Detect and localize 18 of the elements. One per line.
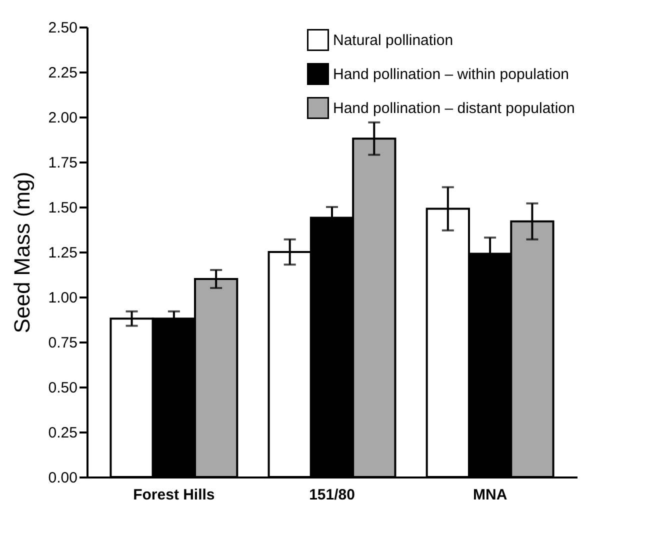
y-tick-label: 0.25 bbox=[48, 424, 78, 442]
legend-label: Hand pollination – within population bbox=[333, 66, 570, 83]
y-tick-label: 1.25 bbox=[48, 244, 78, 262]
y-tick-label: 1.00 bbox=[48, 290, 78, 306]
x-tick-label: 151/80 bbox=[309, 486, 355, 504]
x-tick-label: Forest Hills bbox=[133, 486, 215, 504]
y-tick-label: 1.75 bbox=[48, 154, 78, 172]
legend-label: Hand pollination – distant population bbox=[333, 100, 575, 117]
y-tick-label: 1.50 bbox=[48, 200, 78, 216]
y-tick-label: 2.50 bbox=[48, 20, 78, 36]
y-tick-label: 2.25 bbox=[48, 64, 78, 82]
x-tick-label: MNA bbox=[472, 486, 508, 504]
y-tick-label: 0.00 bbox=[48, 470, 78, 486]
y-tick-label: 0.75 bbox=[48, 334, 78, 352]
y-axis-title: Seed Mass (mg) bbox=[9, 172, 34, 334]
legend-label: Natural pollination bbox=[333, 32, 454, 49]
y-tick-label: 0.50 bbox=[48, 380, 78, 396]
y-tick-label: 2.00 bbox=[48, 110, 78, 126]
